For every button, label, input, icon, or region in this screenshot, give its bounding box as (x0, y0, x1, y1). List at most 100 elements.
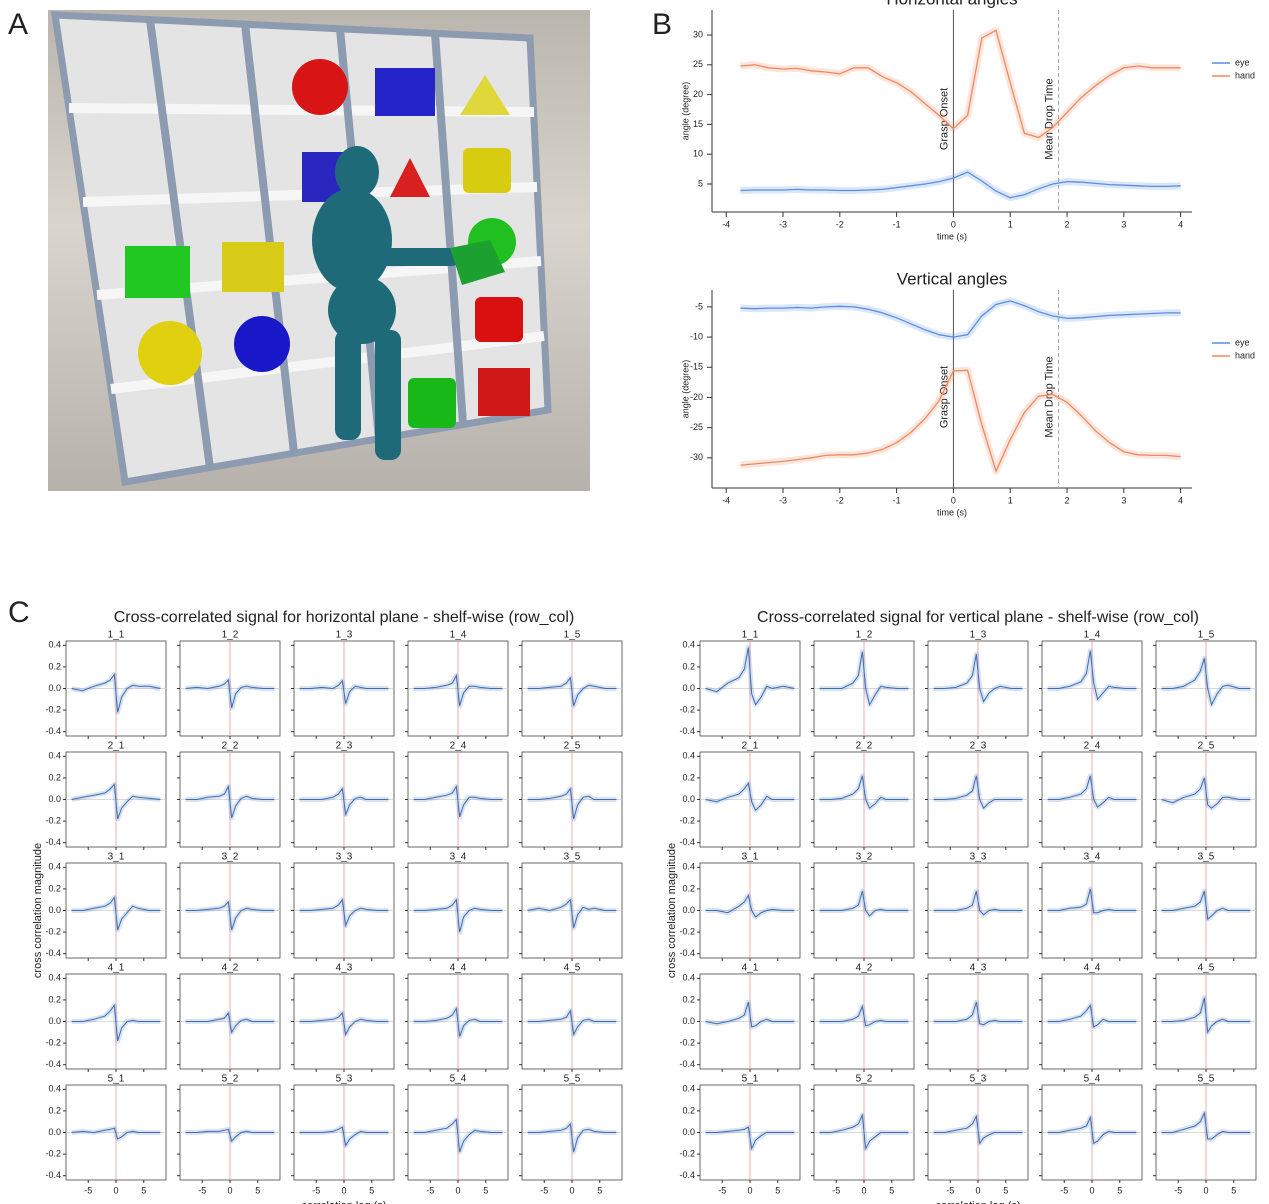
y-tick-label: -10 (690, 331, 703, 341)
series-line (740, 369, 1181, 473)
panel-title: 1_5 (1198, 630, 1215, 641)
y-tick-label: 0.0 (682, 1127, 695, 1137)
panel-title: 2_4 (450, 741, 467, 752)
x-tick-label: 5 (141, 1185, 146, 1195)
panel-letter: C (8, 596, 30, 629)
x-axis-label: time (s) (937, 507, 967, 517)
y-tick-label: 0.0 (682, 683, 695, 693)
x-tick-label: -5 (832, 1185, 840, 1195)
y-tick-label: 0.2 (48, 1105, 61, 1115)
series-line (705, 647, 795, 706)
series-line (413, 784, 503, 817)
x-tick-label: -1 (893, 219, 901, 229)
series-line (1161, 890, 1251, 921)
panel-title: 2_5 (1198, 741, 1215, 752)
x-tick-label: 0 (1203, 1185, 1208, 1195)
panel-title: 5_3 (970, 1074, 987, 1085)
series-line (933, 653, 1023, 703)
x-tick-label: 0 (113, 1185, 118, 1195)
x-tick-label: -3 (779, 495, 787, 505)
series-line (413, 1006, 503, 1037)
y-axis-label: angle (degree) (680, 360, 690, 419)
panel-title: 5_5 (1198, 1074, 1215, 1085)
series-line (1161, 997, 1251, 1034)
y-tick-label: 0.0 (682, 905, 695, 915)
series-line (819, 1004, 909, 1027)
y-tick-label: -0.4 (679, 948, 695, 958)
series-line (299, 1126, 389, 1147)
x-tick-label: 0 (861, 1185, 866, 1195)
y-tick-label: 0.2 (682, 1105, 695, 1115)
series-line (527, 1122, 617, 1153)
x-tick-label: -2 (836, 219, 844, 229)
panel-title: 3_4 (1084, 852, 1101, 863)
x-tick-label: -5 (312, 1185, 320, 1195)
series-line (71, 783, 161, 820)
x-tick-label: -2 (836, 495, 844, 505)
x-tick-label: 0 (975, 1185, 980, 1195)
legend-label: eye (1235, 57, 1250, 67)
y-tick-label: -25 (690, 422, 703, 432)
y-tick-label: 0.0 (48, 905, 61, 915)
panel-title: 5_1 (108, 1074, 125, 1085)
panel-title: 3_5 (1198, 852, 1215, 863)
panel-title: 2_3 (336, 741, 353, 752)
series-line (705, 1126, 795, 1151)
y-tick-label: 15 (693, 119, 703, 129)
series-line (819, 651, 909, 707)
panel-title: 1_1 (742, 630, 759, 641)
panel-title: 4_2 (856, 963, 873, 974)
y-tick-label: -20 (690, 392, 703, 402)
panel-title: 1_5 (564, 630, 581, 641)
panel-title: 2_2 (856, 741, 873, 752)
y-tick-label: -0.2 (45, 926, 61, 936)
series-line (527, 787, 617, 820)
y-tick-label: -0.4 (45, 1170, 61, 1180)
panel-title: 3_4 (450, 852, 467, 863)
x-tick-label: 0 (227, 1185, 232, 1195)
y-tick-label: 0.4 (682, 751, 695, 761)
y-tick-label: -0.4 (45, 1059, 61, 1069)
panel-title: 4_4 (1084, 963, 1101, 974)
x-tick-label: 5 (889, 1185, 894, 1195)
y-tick-label: -0.2 (679, 1148, 695, 1158)
x-axis-label: correlation lag (s) (936, 1200, 1021, 1204)
series-line (71, 1003, 161, 1042)
y-tick-label: 0.4 (48, 751, 61, 761)
series-line (819, 775, 909, 809)
x-tick-label: 5 (483, 1185, 488, 1195)
chart-title: Vertical angles (897, 269, 1008, 288)
x-tick-label: 5 (597, 1185, 602, 1195)
y-tick-label: -0.4 (679, 726, 695, 736)
panel-title: 4_3 (336, 963, 353, 974)
panel-title: 3_2 (856, 852, 873, 863)
series-line (740, 171, 1181, 199)
x-tick-label: -3 (779, 219, 787, 229)
y-tick-label: 0.4 (48, 973, 61, 983)
y-tick-label: 0.2 (48, 661, 61, 671)
y-tick-label: 0.2 (682, 661, 695, 671)
series-line (299, 898, 389, 928)
x-tick-label: 0 (455, 1185, 460, 1195)
panel-title: 1_4 (1084, 630, 1101, 641)
x-tick-label: -5 (426, 1185, 434, 1195)
y-tick-label: -5 (695, 301, 703, 311)
y-tick-label: 0.4 (48, 640, 61, 650)
panel-title: 3_1 (108, 852, 125, 863)
y-axis-label: cross correlation magnitude (32, 843, 44, 978)
series-line (740, 29, 1181, 139)
y-tick-label: 25 (693, 59, 703, 69)
series-line (299, 787, 389, 817)
x-tick-label: -5 (718, 1185, 726, 1195)
panel-title: 1_4 (450, 630, 467, 641)
panel-title: 5_2 (222, 1074, 239, 1085)
x-tick-label: -4 (722, 495, 730, 505)
x-tick-label: 3 (1121, 219, 1126, 229)
panel-title: 3_2 (222, 852, 239, 863)
x-tick-label: -5 (946, 1185, 954, 1195)
y-tick-label: -0.4 (45, 837, 61, 847)
series-line (71, 896, 161, 931)
series-line (71, 673, 161, 713)
series-line (527, 1009, 617, 1037)
